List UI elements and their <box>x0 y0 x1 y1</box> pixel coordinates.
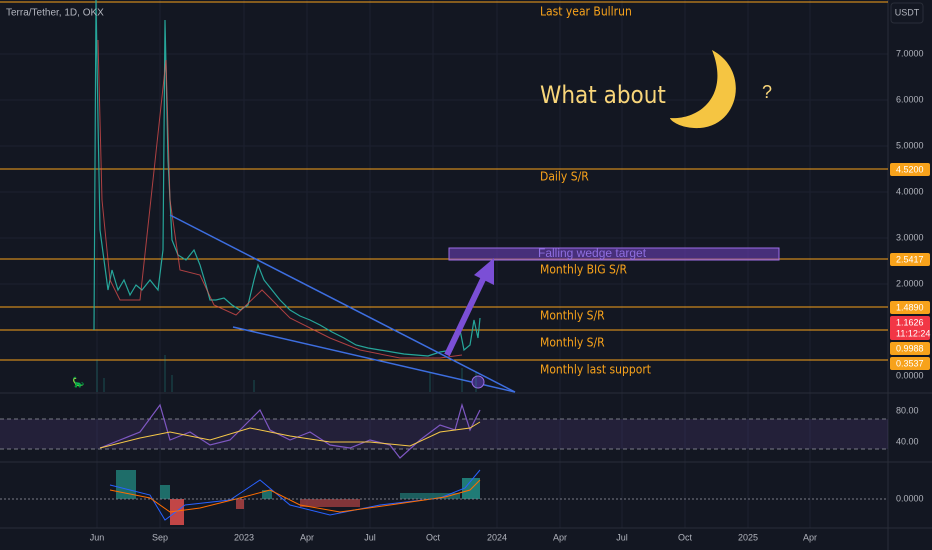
price-tick: 2.0000 <box>896 278 924 288</box>
price-badge-label: 4.5200 <box>896 164 924 174</box>
rsi-line <box>99 402 481 459</box>
price-badge <box>890 253 930 266</box>
time-tick: 2025 <box>738 532 758 542</box>
tv-logo: 🦕 <box>72 376 84 389</box>
price-badge <box>890 301 930 314</box>
target-box <box>448 247 780 261</box>
currency-label[interactable]: USDT <box>895 7 920 17</box>
target-arrow <box>444 273 488 357</box>
grid <box>0 0 888 528</box>
signal-line <box>109 479 481 513</box>
volume <box>96 355 477 392</box>
level-label: Monthly S/R <box>540 309 605 323</box>
time-tick: Apr <box>803 532 817 542</box>
price-candles-down <box>97 39 463 359</box>
currency-button[interactable] <box>890 2 924 24</box>
level-label: Monthly last support <box>540 363 651 377</box>
countdown: 11:12:24 <box>896 328 930 338</box>
rsi-tick: 40.00 <box>896 436 919 446</box>
price-badge <box>890 163 930 176</box>
time-tick: Jul <box>364 532 376 542</box>
rsi-tick: 80.00 <box>896 405 919 415</box>
time-tick: Apr <box>553 532 567 542</box>
symbol-title: Terra/Tether, 1D, OKX <box>6 8 104 19</box>
price-tick: 5.0000 <box>896 140 924 150</box>
price-tick: 7.0000 <box>896 48 924 58</box>
price-tick: 6.0000 <box>896 94 924 104</box>
time-tick: Oct <box>426 532 441 542</box>
price-badge-label: 0.9988 <box>896 343 924 353</box>
time-tick: 2023 <box>234 532 254 542</box>
question-mark: ? <box>762 82 772 102</box>
price-badge-label: 0.3537 <box>896 358 924 368</box>
time-tick: Jun <box>90 532 105 542</box>
price-tick: 3.0000 <box>896 232 924 242</box>
price-tick: 4.0000 <box>896 186 924 196</box>
price-badge-label: 1.4890 <box>896 302 924 312</box>
current-price-badge <box>890 316 930 340</box>
rsi-ma <box>99 421 481 449</box>
moon-icon <box>670 50 736 129</box>
current-price: 1.1626 <box>896 317 924 327</box>
macd-tick: 0.0000 <box>896 493 924 503</box>
falling-wedge <box>169 214 516 393</box>
price-badge <box>890 357 930 370</box>
level-label: Monthly BIG S/R <box>540 263 628 277</box>
price-badge <box>890 342 930 355</box>
time-tick: Jul <box>616 532 628 542</box>
question-text: What about <box>540 81 666 109</box>
time-tick: Apr <box>300 532 314 542</box>
target-arrowhead <box>474 258 494 285</box>
level-label: Daily S/R <box>540 170 589 184</box>
target-label: Falling wedge target <box>538 246 647 260</box>
level-label: Last year Bullrun <box>540 5 632 19</box>
time-tick: Sep <box>152 532 168 542</box>
event-icon <box>471 375 485 389</box>
price-badge-label: 2.5417 <box>896 254 924 264</box>
rsi-band <box>0 419 888 449</box>
level-label: Monthly S/R <box>540 336 605 350</box>
price-tick: 0.0000 <box>896 370 924 380</box>
price-candles <box>93 0 481 357</box>
time-tick: 2024 <box>487 532 507 542</box>
time-tick: Oct <box>678 532 693 542</box>
